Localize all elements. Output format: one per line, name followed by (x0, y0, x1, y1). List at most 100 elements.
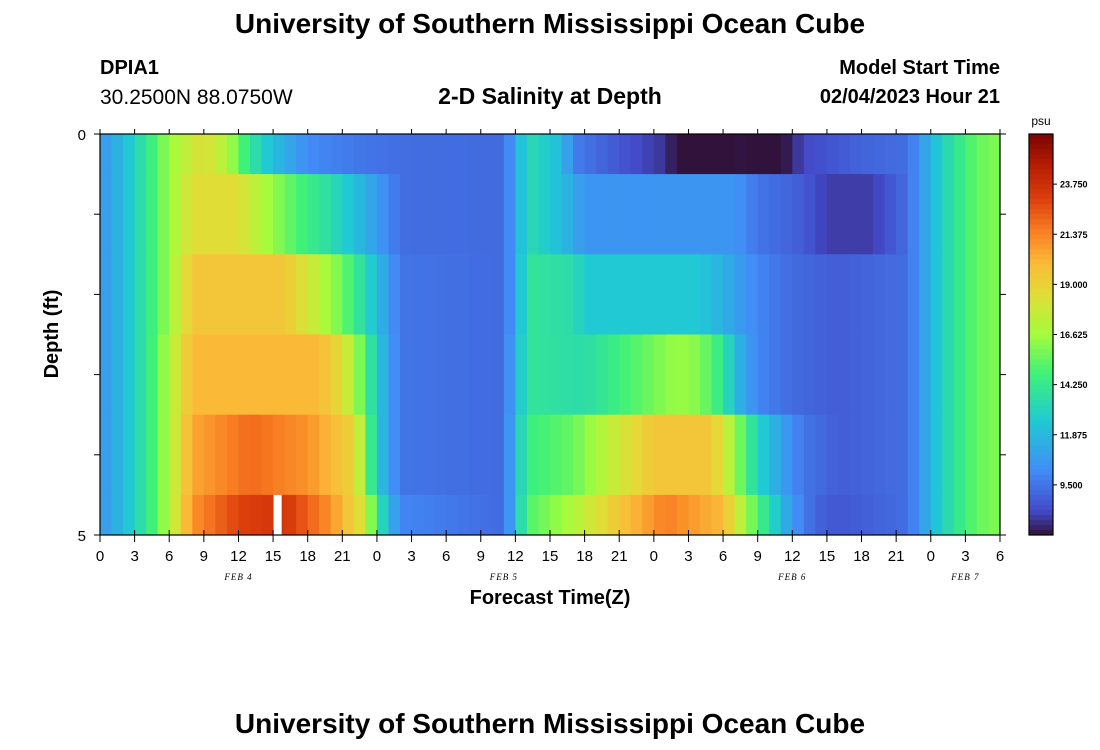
y-tick-label: 5 (78, 528, 86, 545)
colorbar-segment (1029, 379, 1053, 386)
heatmap-cell (146, 494, 159, 536)
heatmap-cell (215, 414, 228, 496)
heatmap-cell (630, 494, 643, 536)
colorbar-segment (1029, 474, 1053, 481)
heatmap-cell (446, 334, 459, 416)
colorbar-segment (1029, 154, 1053, 160)
colorbar-segment (1029, 514, 1053, 521)
heatmap-cell (561, 174, 574, 255)
heatmap-cell (792, 254, 805, 335)
x-tick-label: 21 (611, 548, 628, 565)
colorbar-segment (1029, 184, 1053, 190)
heatmap-cell (792, 414, 805, 496)
x-tick-label: 15 (542, 548, 559, 565)
heatmap-cell (769, 494, 782, 536)
heatmap-cell (850, 414, 862, 496)
heatmap-cell (538, 254, 551, 335)
heatmap-cell (353, 334, 366, 416)
heatmap-cell (838, 174, 851, 255)
colorbar-segment (1029, 144, 1053, 150)
heatmap-cell (123, 494, 136, 536)
heatmap-cell (861, 414, 874, 496)
heatmap-cell (561, 334, 574, 416)
heatmap-cell (734, 494, 747, 536)
heatmap-cell (284, 254, 297, 335)
heatmap-cell (861, 254, 874, 335)
colorbar-tick-label: 14.250 (1060, 380, 1088, 390)
heatmap-cell (400, 134, 412, 175)
heatmap-cell (850, 134, 862, 175)
heatmap-cell (411, 334, 424, 416)
heatmap-cell (700, 334, 712, 416)
x-tick-label: 9 (754, 548, 762, 565)
heatmap-cell (457, 334, 470, 416)
heatmap-cell (180, 414, 193, 496)
heatmap-cell (111, 414, 124, 496)
heatmap-cell (492, 494, 505, 536)
colorbar-segment (1029, 484, 1053, 491)
heatmap-cell (607, 254, 620, 335)
heatmap-cell (653, 174, 666, 255)
colorbar-segment (1029, 249, 1053, 255)
heatmap-cell (630, 254, 643, 335)
heatmap-cell (134, 494, 147, 536)
heatmap-cell (203, 414, 216, 496)
heatmap-cell (538, 414, 551, 496)
x-tick-label: 3 (407, 548, 415, 565)
colorbar-segment (1029, 404, 1053, 411)
heatmap-cell (573, 414, 586, 496)
heatmap-cell (711, 494, 724, 536)
heatmap-cell (746, 414, 759, 496)
heatmap-cell (630, 414, 643, 496)
heatmap-cell (757, 254, 770, 335)
colorbar-segment (1029, 324, 1053, 330)
heatmap-cell (573, 494, 586, 536)
heatmap-cell (596, 254, 609, 335)
chart-title: 2-D Salinity at Depth (438, 83, 662, 109)
colorbar-segment (1029, 444, 1053, 451)
colorbar-tick-label: 23.750 (1060, 180, 1088, 190)
heatmap-cell (688, 254, 701, 335)
heatmap-cell (965, 174, 978, 255)
heatmap-cell (746, 254, 759, 335)
heatmap-cell (642, 134, 655, 175)
x-tick-label: 0 (373, 548, 381, 565)
heatmap-cell (619, 254, 632, 335)
heatmap-cell (780, 254, 793, 335)
heatmap-cell (376, 334, 389, 416)
x-tick-label: 21 (334, 548, 351, 565)
heatmap-cell (723, 174, 736, 255)
heatmap-cell (596, 174, 609, 255)
heatmap-cell (469, 414, 482, 496)
heatmap-cell (434, 334, 447, 416)
heatmap-cell (134, 134, 147, 175)
x-tick-label: 9 (200, 548, 208, 565)
heatmap-cell (238, 494, 251, 536)
heatmap-cell (250, 494, 262, 536)
heatmap-cell (111, 174, 124, 255)
heatmap-cell (953, 494, 966, 536)
model-start-label: Model Start Time (839, 57, 1000, 79)
heatmap-cell (238, 254, 251, 335)
heatmap-cell (619, 334, 632, 416)
heatmap-cell (446, 254, 459, 335)
heatmap-cell (123, 254, 136, 335)
heatmap-cell (907, 414, 920, 496)
heatmap-cell (284, 334, 297, 416)
heatmap-cell (884, 494, 897, 536)
heatmap-cell (261, 134, 274, 175)
heatmap-cell (342, 494, 355, 536)
heatmap-cell (815, 334, 828, 416)
heatmap-cell (169, 134, 182, 175)
heatmap-cell (250, 254, 262, 335)
heatmap-cell (665, 174, 678, 255)
heatmap-cell (676, 134, 689, 175)
colorbar-segment (1029, 209, 1053, 215)
heatmap-cell (942, 334, 955, 416)
colorbar-segment (1029, 434, 1053, 441)
heatmap-cell (250, 414, 262, 496)
heatmap-cell (388, 414, 401, 496)
heatmap-cell (642, 494, 655, 536)
heatmap-cell (850, 494, 862, 536)
heatmap-cell (930, 414, 943, 496)
